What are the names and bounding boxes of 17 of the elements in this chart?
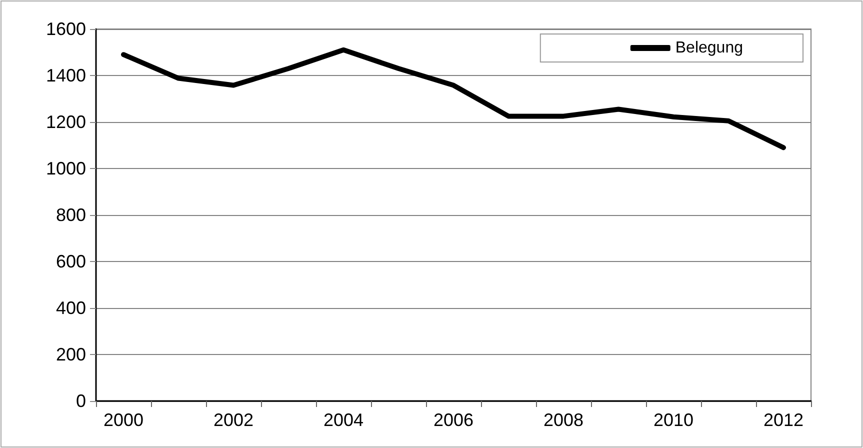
x-tick-label: 2012 [763,410,804,430]
x-tick-label: 2008 [543,410,584,430]
y-tick-label: 1600 [46,19,86,39]
y-tick-label: 600 [56,252,86,272]
y-tick-label: 1400 [46,66,86,86]
y-tick-label: 1000 [46,158,86,178]
x-tick-label: 2010 [653,410,694,430]
x-tick-label: 2006 [433,410,474,430]
y-tick-label: 200 [56,344,86,364]
y-tick-label: 400 [56,298,86,318]
y-tick-label: 0 [76,391,86,411]
x-tick-label: 2002 [213,410,254,430]
y-tick-label: 1200 [46,112,86,132]
x-tick-label: 2000 [103,410,144,430]
legend-label: Belegung [675,40,744,56]
y-tick-label: 800 [56,205,86,225]
x-tick-label: 2004 [323,410,364,430]
